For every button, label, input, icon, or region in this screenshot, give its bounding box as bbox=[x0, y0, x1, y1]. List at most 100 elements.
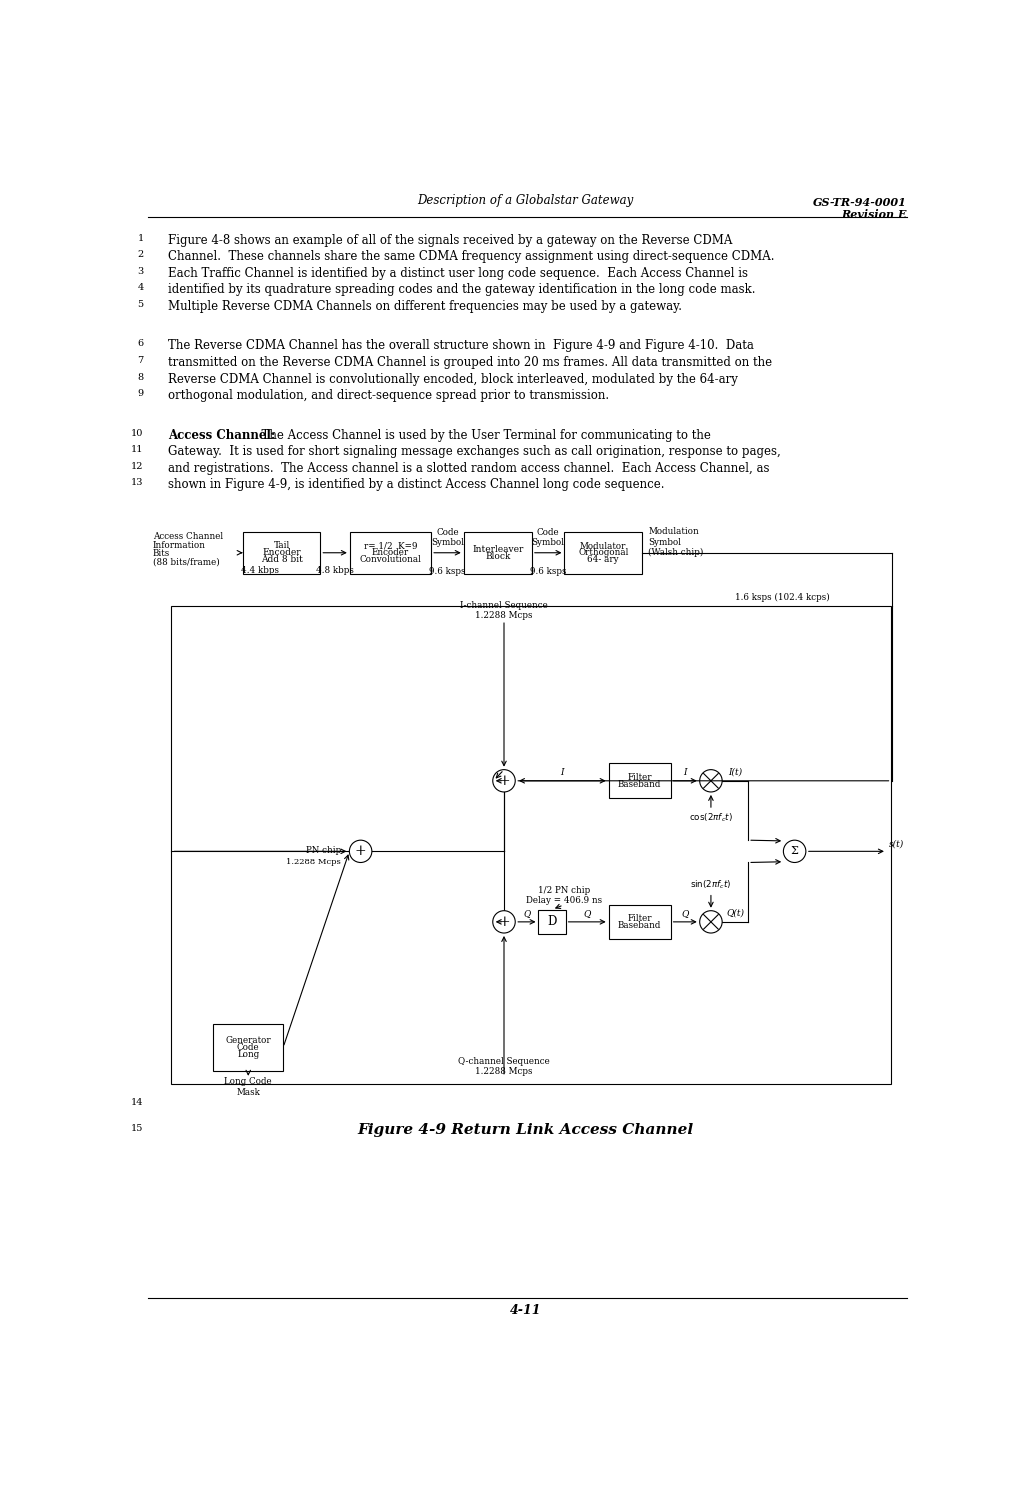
Text: Code: Code bbox=[436, 528, 459, 537]
Text: Q(t): Q(t) bbox=[726, 910, 744, 918]
Text: Modulator: Modulator bbox=[580, 541, 626, 550]
Bar bbox=[243, 532, 321, 574]
Text: The Access Channel is used by the User Terminal for communicating to the: The Access Channel is used by the User T… bbox=[253, 429, 710, 441]
Text: Modulation: Modulation bbox=[648, 526, 699, 535]
Text: Mask: Mask bbox=[237, 1087, 260, 1096]
Circle shape bbox=[700, 911, 723, 933]
Text: 9.6 ksps: 9.6 ksps bbox=[429, 567, 465, 576]
Text: transmitted on the Reverse CDMA Channel is grouped into 20 ms frames. All data t: transmitted on the Reverse CDMA Channel … bbox=[168, 356, 773, 368]
Text: Q: Q bbox=[682, 910, 689, 918]
Text: 9.6 ksps: 9.6 ksps bbox=[530, 567, 567, 576]
Text: 12: 12 bbox=[131, 462, 144, 471]
Bar bbox=[171, 607, 892, 1084]
Bar bbox=[565, 532, 642, 574]
Text: Block: Block bbox=[485, 552, 510, 561]
Text: Symbol: Symbol bbox=[648, 538, 682, 547]
Bar bbox=[213, 1024, 283, 1071]
Text: Access Channel: Access Channel bbox=[153, 532, 223, 541]
Text: 4.8 kbps: 4.8 kbps bbox=[316, 567, 354, 576]
Text: Filter: Filter bbox=[627, 772, 652, 781]
Text: Bits: Bits bbox=[153, 549, 170, 558]
Text: Figure 4-9 Return Link Access Channel: Figure 4-9 Return Link Access Channel bbox=[358, 1123, 693, 1138]
Text: 8: 8 bbox=[137, 373, 144, 382]
Text: 1.2288 Mcps: 1.2288 Mcps bbox=[476, 1068, 533, 1077]
Text: Q-channel Sequence: Q-channel Sequence bbox=[458, 1057, 549, 1066]
Text: $\sin(2\pi f_c t)$: $\sin(2\pi f_c t)$ bbox=[690, 878, 732, 892]
Text: +: + bbox=[498, 774, 509, 787]
Bar bbox=[538, 910, 566, 935]
Text: Convolutional: Convolutional bbox=[360, 555, 421, 564]
Text: 15: 15 bbox=[131, 1124, 144, 1133]
Text: I: I bbox=[684, 768, 687, 777]
Bar bbox=[463, 532, 532, 574]
Bar bbox=[609, 763, 670, 798]
Text: Symbol: Symbol bbox=[532, 538, 565, 547]
Text: (Walsh chip): (Walsh chip) bbox=[648, 549, 703, 558]
Text: Orthogonal: Orthogonal bbox=[578, 549, 628, 558]
Text: Baseband: Baseband bbox=[618, 920, 661, 929]
Bar bbox=[350, 532, 432, 574]
Text: GS-TR-94-0001: GS-TR-94-0001 bbox=[813, 197, 907, 207]
Text: (88 bits/frame): (88 bits/frame) bbox=[153, 558, 219, 567]
Text: 6: 6 bbox=[137, 340, 144, 349]
Circle shape bbox=[493, 911, 516, 933]
Text: Interleaver: Interleaver bbox=[473, 544, 524, 553]
Text: Long: Long bbox=[237, 1050, 259, 1059]
Text: I-channel Sequence: I-channel Sequence bbox=[460, 601, 548, 610]
Circle shape bbox=[350, 839, 372, 862]
Text: 3: 3 bbox=[137, 267, 144, 276]
Text: 4-11: 4-11 bbox=[509, 1305, 541, 1317]
Bar bbox=[609, 905, 670, 939]
Circle shape bbox=[700, 769, 723, 792]
Text: Delay = 406.9 ns: Delay = 406.9 ns bbox=[526, 896, 602, 905]
Text: I(t): I(t) bbox=[728, 768, 742, 777]
Text: 64- ary: 64- ary bbox=[587, 555, 619, 564]
Text: 10: 10 bbox=[131, 429, 144, 438]
Text: Code: Code bbox=[237, 1044, 259, 1053]
Text: +: + bbox=[498, 915, 509, 929]
Text: 11: 11 bbox=[131, 446, 144, 455]
Text: Channel.  These channels share the same CDMA frequency assignment using direct-s: Channel. These channels share the same C… bbox=[168, 250, 775, 262]
Text: PN chip: PN chip bbox=[306, 847, 341, 856]
Text: Filter: Filter bbox=[627, 914, 652, 923]
Text: Reverse CDMA Channel is convolutionally encoded, block interleaved, modulated by: Reverse CDMA Channel is convolutionally … bbox=[168, 373, 738, 386]
Text: +: + bbox=[355, 844, 367, 859]
Text: shown in Figure 4-9, is identified by a distinct Access Channel long code sequen: shown in Figure 4-9, is identified by a … bbox=[168, 479, 665, 492]
Text: 1: 1 bbox=[137, 234, 144, 243]
Text: r= 1/2  K=9: r= 1/2 K=9 bbox=[364, 541, 417, 550]
Text: 4.4 kbps: 4.4 kbps bbox=[241, 567, 279, 576]
Text: 5: 5 bbox=[137, 300, 144, 309]
Text: 4: 4 bbox=[137, 283, 144, 292]
Text: Revision E: Revision E bbox=[842, 209, 907, 221]
Text: Encoder: Encoder bbox=[262, 549, 301, 558]
Text: and registrations.  The Access channel is a slotted random access channel.  Each: and registrations. The Access channel is… bbox=[168, 462, 770, 476]
Circle shape bbox=[783, 839, 806, 862]
Text: Code: Code bbox=[537, 528, 560, 537]
Text: Q: Q bbox=[524, 910, 530, 918]
Text: Symbol: Symbol bbox=[430, 538, 464, 547]
Text: Description of a Globalstar Gateway: Description of a Globalstar Gateway bbox=[417, 194, 633, 207]
Text: D: D bbox=[547, 915, 557, 929]
Text: 1.6 ksps (102.4 kcps): 1.6 ksps (102.4 kcps) bbox=[735, 593, 829, 602]
Text: Multiple Reverse CDMA Channels on different frequencies may be used by a gateway: Multiple Reverse CDMA Channels on differ… bbox=[168, 300, 683, 313]
Text: 13: 13 bbox=[131, 479, 144, 488]
Text: Long Code: Long Code bbox=[224, 1077, 272, 1085]
Text: I: I bbox=[561, 768, 564, 777]
Circle shape bbox=[493, 769, 516, 792]
Text: Q: Q bbox=[583, 910, 590, 918]
Text: s(t): s(t) bbox=[889, 839, 904, 848]
Text: orthogonal modulation, and direct-sequence spread prior to transmission.: orthogonal modulation, and direct-sequen… bbox=[168, 389, 610, 403]
Text: Information: Information bbox=[153, 541, 206, 550]
Text: 14: 14 bbox=[131, 1097, 144, 1106]
Text: 2: 2 bbox=[137, 250, 144, 259]
Text: Encoder: Encoder bbox=[372, 549, 409, 558]
Text: 9: 9 bbox=[137, 389, 144, 398]
Text: Add 8 bit: Add 8 bit bbox=[260, 555, 302, 564]
Text: Σ: Σ bbox=[790, 845, 798, 856]
Text: Generator: Generator bbox=[226, 1036, 271, 1045]
Text: Tail: Tail bbox=[274, 541, 290, 550]
Text: 1.2288 Mcps: 1.2288 Mcps bbox=[287, 857, 341, 866]
Text: identified by its quadrature spreading codes and the gateway identification in t: identified by its quadrature spreading c… bbox=[168, 283, 755, 297]
Text: Baseband: Baseband bbox=[618, 780, 661, 789]
Text: Figure 4-8 shows an example of all of the signals received by a gateway on the R: Figure 4-8 shows an example of all of th… bbox=[168, 234, 733, 246]
